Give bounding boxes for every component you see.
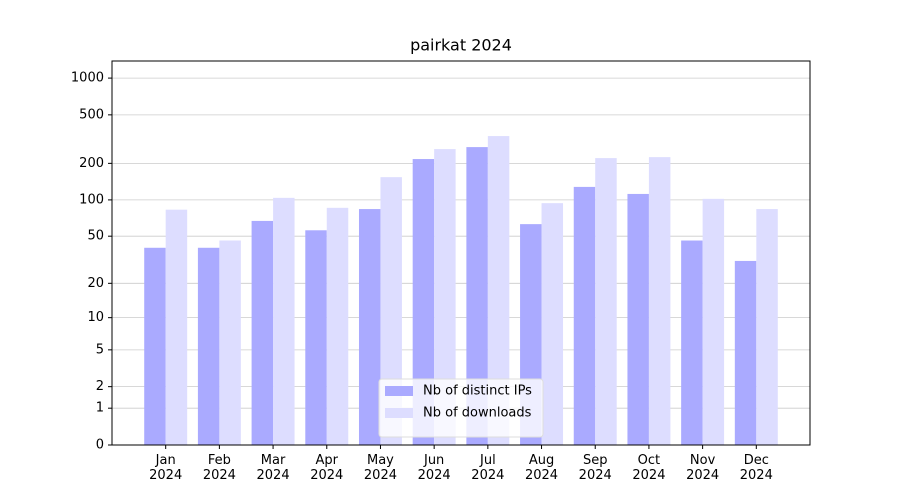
legend-swatch <box>385 386 413 396</box>
y-tick-label: 10 <box>87 310 104 325</box>
y-tick-label: 1000 <box>71 71 104 86</box>
bar <box>573 186 596 445</box>
bar <box>251 220 274 445</box>
x-tick-label: Mar 2024 <box>256 453 290 483</box>
x-tick-label: Sep 2024 <box>578 453 612 483</box>
bar <box>412 159 435 446</box>
x-tick-label: Jan 2024 <box>149 453 183 483</box>
bar <box>681 240 703 445</box>
bar <box>627 193 649 445</box>
x-tick-label: Jul 2024 <box>471 453 505 483</box>
x-tick-label: Apr 2024 <box>310 453 344 483</box>
plot-frame <box>111 60 811 446</box>
y-tick-label: 5 <box>96 342 104 357</box>
y-tick-label: 0 <box>96 438 104 453</box>
legend-label: Nb of downloads <box>423 406 532 421</box>
bar <box>144 247 166 445</box>
bar <box>541 203 564 445</box>
bar <box>219 240 241 445</box>
legend-swatch <box>385 408 413 418</box>
y-tick-label: 500 <box>79 107 104 122</box>
legend-box <box>378 378 544 438</box>
chart-title: pairkat 2024 <box>410 36 512 55</box>
bar <box>380 177 402 445</box>
bar <box>648 157 671 446</box>
x-tick-label: Jun 2024 <box>417 453 451 483</box>
x-tick-label: Aug 2024 <box>524 453 559 483</box>
x-tick-label: Dec 2024 <box>739 453 773 483</box>
bar <box>734 260 757 445</box>
y-tick-label: 20 <box>87 276 104 291</box>
bar <box>487 136 510 445</box>
bar <box>197 247 220 445</box>
bar <box>466 147 488 445</box>
legend-label: Nb of distinct IPs <box>423 384 532 399</box>
bar <box>273 197 295 445</box>
x-tick-label: Oct 2024 <box>632 453 666 483</box>
bar <box>434 149 456 445</box>
bar <box>326 207 349 445</box>
x-tick-label: Feb 2024 <box>202 453 236 483</box>
bar <box>165 209 188 445</box>
y-tick-label: 50 <box>87 229 104 244</box>
bar <box>595 158 617 445</box>
y-tick-label: 200 <box>79 156 104 171</box>
y-tick-label: 1 <box>96 401 104 416</box>
bar <box>756 209 778 445</box>
bar <box>702 198 725 445</box>
y-tick-label: 100 <box>79 192 104 207</box>
y-tick-label: 2 <box>96 379 104 394</box>
bar <box>305 230 327 445</box>
bar <box>358 209 381 445</box>
x-tick-label: May 2024 <box>363 453 397 483</box>
x-tick-label: Nov 2024 <box>686 453 720 483</box>
